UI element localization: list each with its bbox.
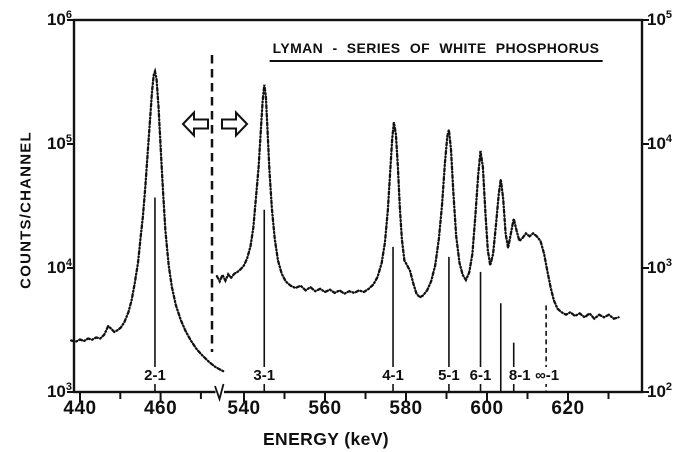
x-tick-label-440: 440 [63, 398, 97, 419]
axis-break-mark [214, 383, 225, 403]
transition-label-3-1: 3-1 [251, 367, 278, 384]
exponent: 4 [65, 257, 72, 270]
exponent: 3 [665, 257, 673, 270]
exponent: 2 [665, 381, 673, 394]
y-axis-right-tick-label: 103 [647, 257, 673, 277]
axis-break-gap [215, 387, 224, 398]
spectrum-curve-left [69, 67, 227, 374]
transition-label-6-1: 6-1 [467, 367, 494, 384]
transition-label-4-1: 4-1 [380, 367, 406, 384]
y-axis-right-tick-label: 104 [647, 133, 673, 153]
exponent: 3 [65, 381, 72, 394]
x-tick-label-560: 560 [308, 398, 342, 419]
y-axis-left-tick-label: 105 [46, 133, 72, 153]
transition-label-2-1: 2-1 [142, 367, 168, 384]
exponent: 5 [65, 133, 72, 146]
chart-title: LYMAN - SERIES OF WHITE PHOSPHORUS [269, 40, 603, 62]
transition-label-∞-1: ∞-1 [533, 367, 562, 384]
y-axis-left-tick-label: 106 [46, 9, 72, 29]
y-axis-right-tick-label: 102 [647, 381, 673, 401]
transition-label-8-1: 8-1 [506, 367, 533, 384]
transition-label-5-1: 5-1 [436, 367, 462, 384]
x-axis-title: ENERGY (keV) [262, 429, 390, 449]
right-block-arrow-icon [221, 110, 249, 138]
spectrum-curve-right [215, 84, 620, 321]
exponent: 4 [665, 133, 673, 146]
plot-frame [72, 18, 644, 394]
exponent: 5 [665, 9, 673, 22]
exponent: 6 [65, 9, 72, 22]
x-tick-label-620: 620 [551, 398, 585, 419]
y-axis-right-tick-label: 105 [647, 9, 673, 29]
x-tick-label-460: 460 [143, 398, 178, 419]
x-tick-label-580: 580 [389, 398, 423, 419]
left-block-arrow-icon [181, 110, 209, 138]
x-tick-label-600: 600 [470, 398, 504, 419]
y-axis-left-tick-label: 103 [46, 381, 72, 401]
y-axis-left-tick-label: 104 [46, 257, 72, 277]
x-tick-label-540: 540 [227, 398, 261, 419]
